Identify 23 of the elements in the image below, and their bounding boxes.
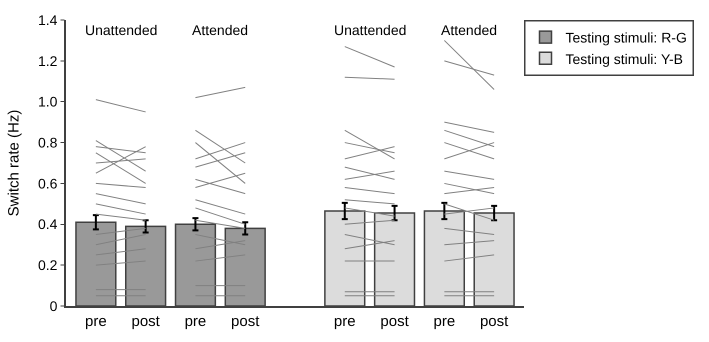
y-tick-label: 1.2	[38, 52, 58, 69]
y-tick-label: 0.4	[38, 216, 58, 232]
x-tick-label: pre	[184, 312, 206, 330]
annotation: Unattended	[85, 22, 158, 38]
y-tick-label: 1.0	[38, 94, 58, 110]
y-axis-title: Switch rate (Hz)	[6, 110, 23, 216]
y-tick-label: 0.8	[38, 134, 58, 150]
y-tick-label: 0	[50, 298, 58, 314]
y-tick-label: 0.2	[38, 257, 58, 274]
legend-label: Testing stimuli: R-G	[566, 30, 687, 46]
x-tick-label: pre	[85, 312, 107, 330]
x-tick-label: pre	[434, 312, 456, 330]
y-tick-label: 1.4	[38, 12, 58, 28]
annotation: Attended	[441, 22, 498, 38]
x-tick-label: post	[480, 312, 510, 330]
x-tick-label: post	[380, 312, 410, 330]
legend-label: Testing stimuli: Y-B	[566, 50, 683, 67]
x-tick-label: post	[131, 312, 161, 330]
annotation: Attended	[192, 22, 248, 38]
y-tick-label: 0.6	[38, 175, 58, 192]
x-tick-label: post	[231, 312, 260, 330]
x-tick-label: pre	[334, 312, 356, 330]
annotation: Unattended	[334, 22, 406, 38]
